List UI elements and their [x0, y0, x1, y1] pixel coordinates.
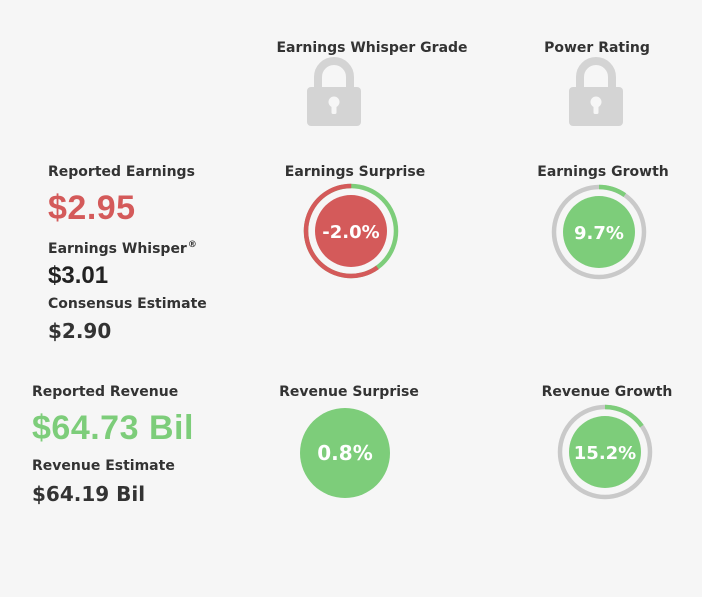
earnings-whisper-value: $3.01: [48, 262, 109, 289]
revenue-surprise-value: 0.8%: [317, 441, 372, 465]
earnings-surprise-gauge: -2.0%: [303, 180, 399, 280]
earnings-whisper-label: Earnings Whisper®: [48, 236, 197, 258]
revenue-growth-label: Revenue Growth: [541, 384, 673, 400]
consensus-estimate-value: $2.90: [48, 319, 112, 343]
reported-revenue-value: $64.73 Bil: [32, 409, 194, 447]
lock-icon: [306, 57, 362, 127]
reported-revenue-label: Reported Revenue: [32, 384, 179, 400]
earnings-growth-value: 9.7%: [574, 223, 624, 244]
reported-earnings-value: $2.95: [48, 189, 136, 227]
power-rating-label: Power Rating: [544, 40, 650, 56]
lock-icon: [568, 57, 624, 127]
earnings-whisper-label-text: Earnings Whisper: [48, 241, 187, 257]
revenue-growth-value: 15.2%: [574, 443, 636, 464]
registered-mark: ®: [187, 240, 197, 250]
revenue-growth-gauge: 15.2%: [557, 401, 653, 501]
revenue-estimate-value: $64.19 Bil: [32, 482, 146, 506]
revenue-surprise-label: Revenue Surprise: [279, 384, 419, 400]
earnings-growth-label: Earnings Growth: [537, 164, 669, 180]
earnings-surprise-value: -2.0%: [322, 222, 379, 243]
consensus-estimate-label: Consensus Estimate: [48, 296, 207, 312]
revenue-surprise-gauge: 0.8%: [297, 402, 393, 502]
earnings-surprise-label: Earnings Surprise: [284, 164, 426, 180]
earnings-whisper-grade-label: Earnings Whisper Grade: [276, 40, 468, 56]
earnings-growth-gauge: 9.7%: [551, 181, 647, 281]
revenue-estimate-label: Revenue Estimate: [32, 458, 175, 474]
reported-earnings-label: Reported Earnings: [48, 164, 195, 180]
